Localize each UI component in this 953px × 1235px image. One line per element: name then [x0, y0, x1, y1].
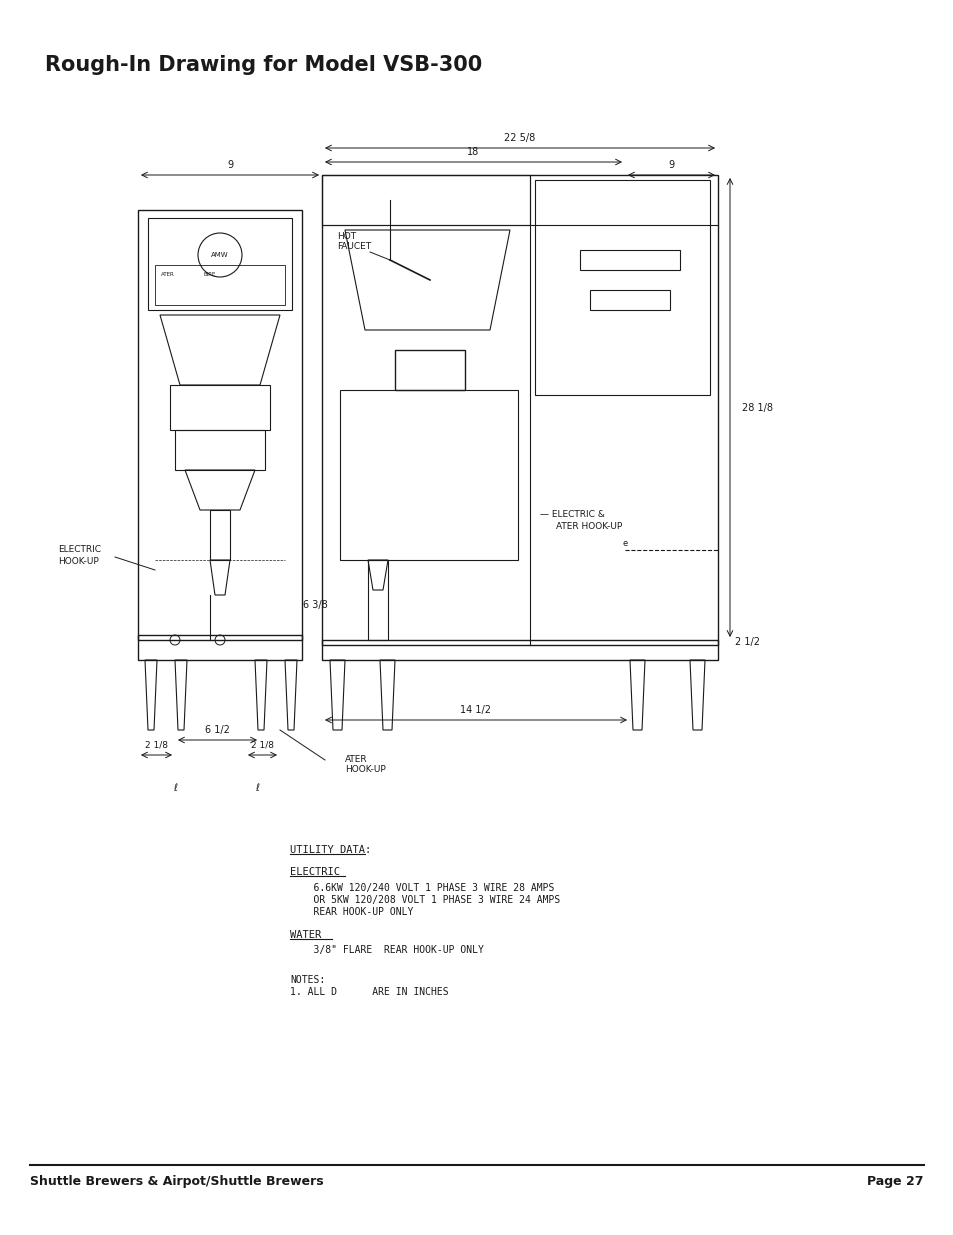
Text: 2 1/2: 2 1/2: [734, 637, 760, 647]
Bar: [154, 266, 285, 305]
Text: 6 1/2: 6 1/2: [205, 725, 230, 735]
Bar: [368, 559, 388, 640]
Text: ATER HOOK-UP: ATER HOOK-UP: [556, 522, 621, 531]
Bar: [395, 350, 464, 390]
Bar: [535, 180, 709, 395]
Text: HOOK-UP: HOOK-UP: [345, 764, 385, 774]
Bar: [170, 385, 270, 430]
Text: BIRE: BIRE: [204, 272, 216, 277]
Bar: [174, 430, 265, 471]
Text: ℓ: ℓ: [172, 783, 177, 793]
Text: 14 1/2: 14 1/2: [460, 705, 491, 715]
Bar: [322, 175, 718, 645]
Bar: [210, 510, 230, 559]
Bar: [322, 640, 718, 659]
Text: 1. ALL D      ARE IN INCHES: 1. ALL D ARE IN INCHES: [290, 987, 448, 997]
Text: AMW: AMW: [211, 252, 229, 258]
Text: ELECTRIC: ELECTRIC: [290, 867, 339, 877]
Bar: [589, 290, 669, 310]
Bar: [138, 635, 302, 659]
Text: 18: 18: [467, 147, 479, 157]
Text: 9: 9: [668, 161, 674, 170]
Bar: [138, 210, 302, 640]
Bar: [339, 390, 517, 559]
Text: ATER: ATER: [345, 755, 367, 764]
Text: FAUCET: FAUCET: [336, 242, 371, 251]
Text: NOTES:: NOTES:: [290, 974, 325, 986]
Text: WATER: WATER: [290, 930, 321, 940]
Text: HOOK-UP: HOOK-UP: [58, 557, 99, 566]
Text: 9: 9: [227, 161, 233, 170]
Text: 28 1/8: 28 1/8: [741, 403, 772, 412]
Text: ATER: ATER: [161, 272, 174, 277]
Text: ELECTRIC: ELECTRIC: [58, 545, 101, 555]
Text: ℓ: ℓ: [254, 783, 258, 793]
Text: 6.6KW 120/240 VOLT 1 PHASE 3 WIRE 28 AMPS: 6.6KW 120/240 VOLT 1 PHASE 3 WIRE 28 AMP…: [290, 883, 554, 893]
Text: OR 5KW 120/208 VOLT 1 PHASE 3 WIRE 24 AMPS: OR 5KW 120/208 VOLT 1 PHASE 3 WIRE 24 AM…: [290, 895, 559, 905]
Text: e: e: [621, 538, 627, 548]
Text: 2 1/8: 2 1/8: [251, 741, 274, 750]
Bar: [322, 175, 530, 225]
Text: 6 3/8: 6 3/8: [302, 600, 327, 610]
Text: 3/8" FLARE  REAR HOOK-UP ONLY: 3/8" FLARE REAR HOOK-UP ONLY: [290, 945, 483, 955]
Bar: [579, 249, 679, 270]
Text: 2 1/8: 2 1/8: [145, 741, 168, 750]
Text: UTILITY DATA:: UTILITY DATA:: [290, 845, 371, 855]
Text: — ELECTRIC &: — ELECTRIC &: [539, 510, 604, 519]
Text: HOT: HOT: [336, 232, 355, 241]
Text: Shuttle Brewers & Airpot/Shuttle Brewers: Shuttle Brewers & Airpot/Shuttle Brewers: [30, 1174, 323, 1188]
Text: REAR HOOK-UP ONLY: REAR HOOK-UP ONLY: [290, 906, 413, 918]
Bar: [148, 219, 292, 310]
Text: 22 5/8: 22 5/8: [504, 133, 535, 143]
Text: Rough-In Drawing for Model VSB-300: Rough-In Drawing for Model VSB-300: [45, 56, 482, 75]
Text: Page 27: Page 27: [866, 1174, 923, 1188]
